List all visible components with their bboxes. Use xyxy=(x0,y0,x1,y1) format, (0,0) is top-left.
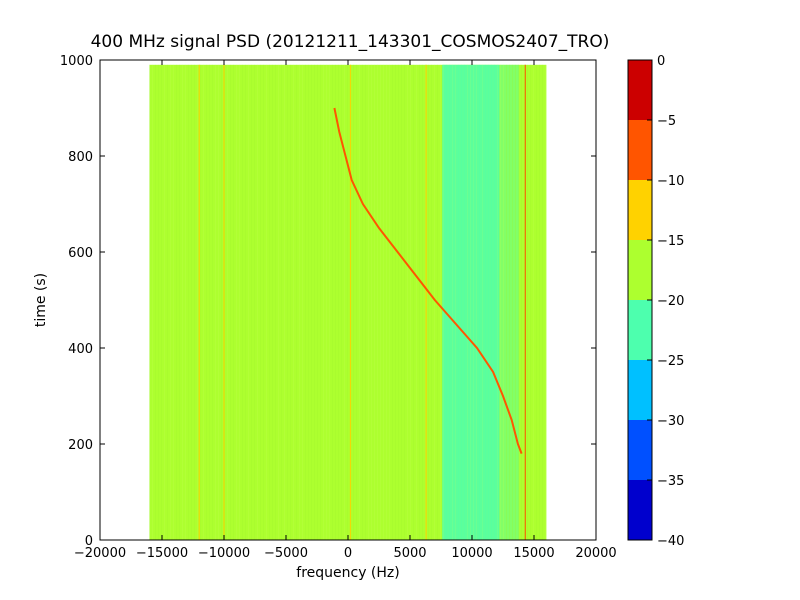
colorbar-tick-label: −15 xyxy=(657,234,684,249)
y-axis-label: time (s) xyxy=(33,273,49,327)
x-axis-label: frequency (Hz) xyxy=(296,565,399,581)
x-tick-label: −15000 xyxy=(136,546,188,561)
y-tick-label: 200 xyxy=(68,438,93,453)
y-tick-label: 1000 xyxy=(60,54,93,69)
plot-area xyxy=(99,59,597,541)
colorbar-tick-label: 0 xyxy=(657,54,665,69)
heatmap-region-0 xyxy=(442,64,500,541)
colorbar-band xyxy=(628,180,652,240)
heatmap-texture xyxy=(149,64,546,540)
colorbar-band xyxy=(628,300,652,360)
colorbar-tick-label: −35 xyxy=(657,474,684,489)
heatmap-region-1 xyxy=(499,64,520,541)
y-tick-label: 800 xyxy=(68,150,93,165)
y-tick-label: 600 xyxy=(68,246,93,261)
colorbar-band xyxy=(628,480,652,540)
x-tick-label: 10000 xyxy=(451,546,492,561)
x-tick-label: 5000 xyxy=(393,546,426,561)
colorbar-band xyxy=(628,360,652,420)
y-tick-label: 400 xyxy=(68,342,93,357)
colorbar-band xyxy=(628,420,652,480)
colorbar-band xyxy=(628,60,652,120)
colorbar: 0 −5 −10 −15 −20 −25 −30 −35 −40 xyxy=(627,54,684,549)
colorbar-tick-label: −40 xyxy=(657,534,684,549)
colorbar-tick-label: −20 xyxy=(657,294,684,309)
x-axis: −20000 −15000 −10000 −5000 0 5000 10000 15000 20… xyxy=(74,60,617,561)
colorbar-band xyxy=(628,120,652,180)
x-tick-label: −20000 xyxy=(74,546,126,561)
x-tick-label: 20000 xyxy=(575,546,616,561)
y-axis: 0 200 400 600 800 1000 xyxy=(60,54,596,549)
colorbar-tick-label: −25 xyxy=(657,354,684,369)
x-tick-label: 0 xyxy=(344,546,352,561)
colorbar-tick-label: −10 xyxy=(657,174,684,189)
colorbar-tick-label: −30 xyxy=(657,414,684,429)
x-tick-label: −5000 xyxy=(264,546,308,561)
colorbar-band xyxy=(628,240,652,300)
colorbar-tick-label: −5 xyxy=(657,114,676,129)
heatmap-regions xyxy=(149,64,547,541)
chart-title: 400 MHz signal PSD (20121211_143301_COSM… xyxy=(91,32,610,52)
signal-trace xyxy=(333,107,523,454)
y-tick-label: 0 xyxy=(85,534,93,549)
carrier-lines xyxy=(198,64,526,540)
x-tick-label: 15000 xyxy=(513,546,554,561)
x-tick-label: −10000 xyxy=(198,546,250,561)
